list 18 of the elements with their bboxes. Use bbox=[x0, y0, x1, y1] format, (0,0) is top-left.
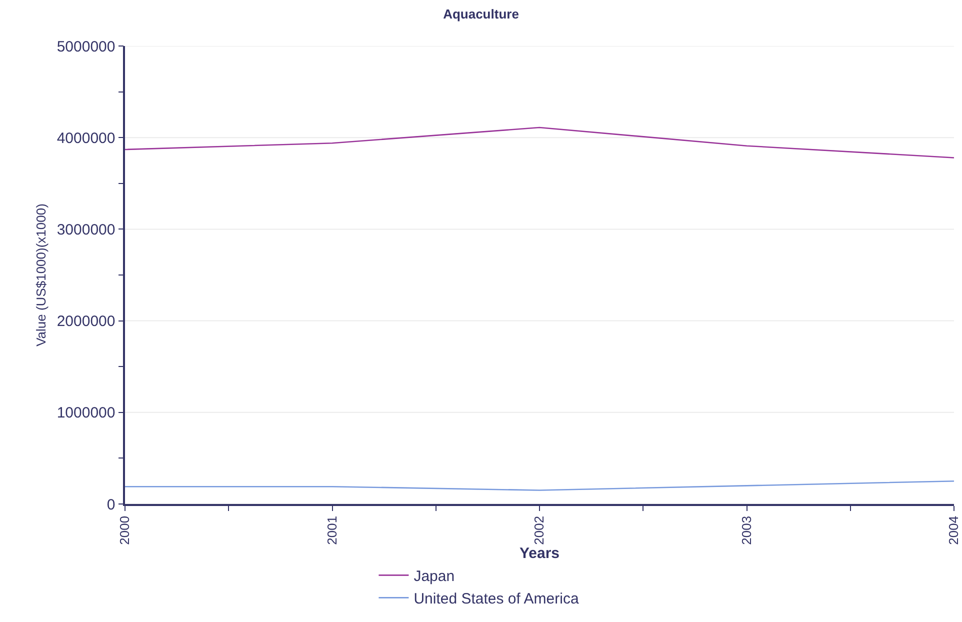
x-tick-label: 2004 bbox=[946, 516, 962, 545]
y-tick-label: 1000000 bbox=[56, 404, 116, 422]
y-tick-label: 4000000 bbox=[56, 130, 116, 147]
y-tick-label: 3000000 bbox=[56, 221, 116, 238]
x-tick-label: 2002 bbox=[532, 516, 547, 545]
y-tick-label: 0 bbox=[106, 496, 116, 514]
y-tick-label: 5000000 bbox=[56, 38, 116, 56]
legend-label: United States of America bbox=[414, 590, 580, 608]
line-series bbox=[125, 126, 954, 158]
legend-label: Japan bbox=[414, 568, 455, 586]
y-tick-label: 2000000 bbox=[56, 313, 116, 330]
x-tick-label: 2001 bbox=[324, 516, 340, 545]
x-axis-title: Years bbox=[519, 544, 560, 562]
x-tick-label: 2000 bbox=[117, 516, 132, 545]
x-tick-label: 2003 bbox=[738, 516, 754, 545]
chart-title: Aquaculture bbox=[443, 6, 519, 22]
y-axis-title: Value (US$1000)(x1000) bbox=[33, 204, 48, 346]
line-series bbox=[125, 480, 954, 491]
